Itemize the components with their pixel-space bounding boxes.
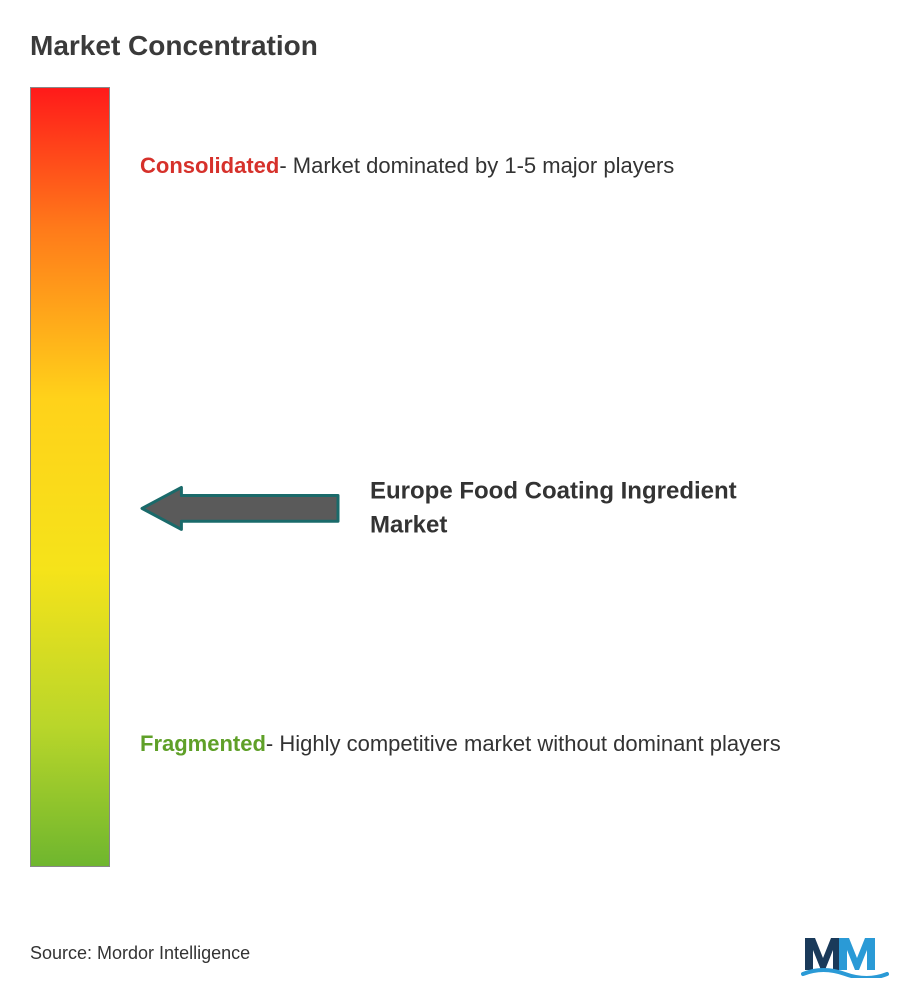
labels-column: Consolidated - Market dominated by 1-5 m… (140, 87, 891, 867)
source-text: Source: Mordor Intelligence (30, 943, 250, 964)
fragmented-label: Fragmented - Highly competitive market w… (140, 727, 871, 760)
fragmented-key: Fragmented (140, 727, 266, 760)
gradient-bar (30, 87, 110, 867)
chart-area: Consolidated - Market dominated by 1-5 m… (30, 87, 891, 867)
fragmented-desc: - Highly competitive market without domi… (266, 727, 781, 760)
footer: Source: Mordor Intelligence (30, 928, 891, 978)
consolidated-label: Consolidated - Market dominated by 1-5 m… (140, 149, 871, 182)
market-arrow-row: Europe Food Coating Ingredient Market (140, 475, 810, 542)
logo (801, 928, 891, 978)
consolidated-desc: - Market dominated by 1-5 major players (279, 149, 674, 182)
consolidated-key: Consolidated (140, 149, 279, 182)
infographic-container: Market Concentration Consolidated - Mark… (0, 0, 921, 1008)
title: Market Concentration (30, 30, 891, 62)
mordor-logo-icon (801, 928, 891, 978)
arrow-left-icon (140, 485, 340, 531)
market-label: Europe Food Coating Ingredient Market (370, 475, 810, 542)
